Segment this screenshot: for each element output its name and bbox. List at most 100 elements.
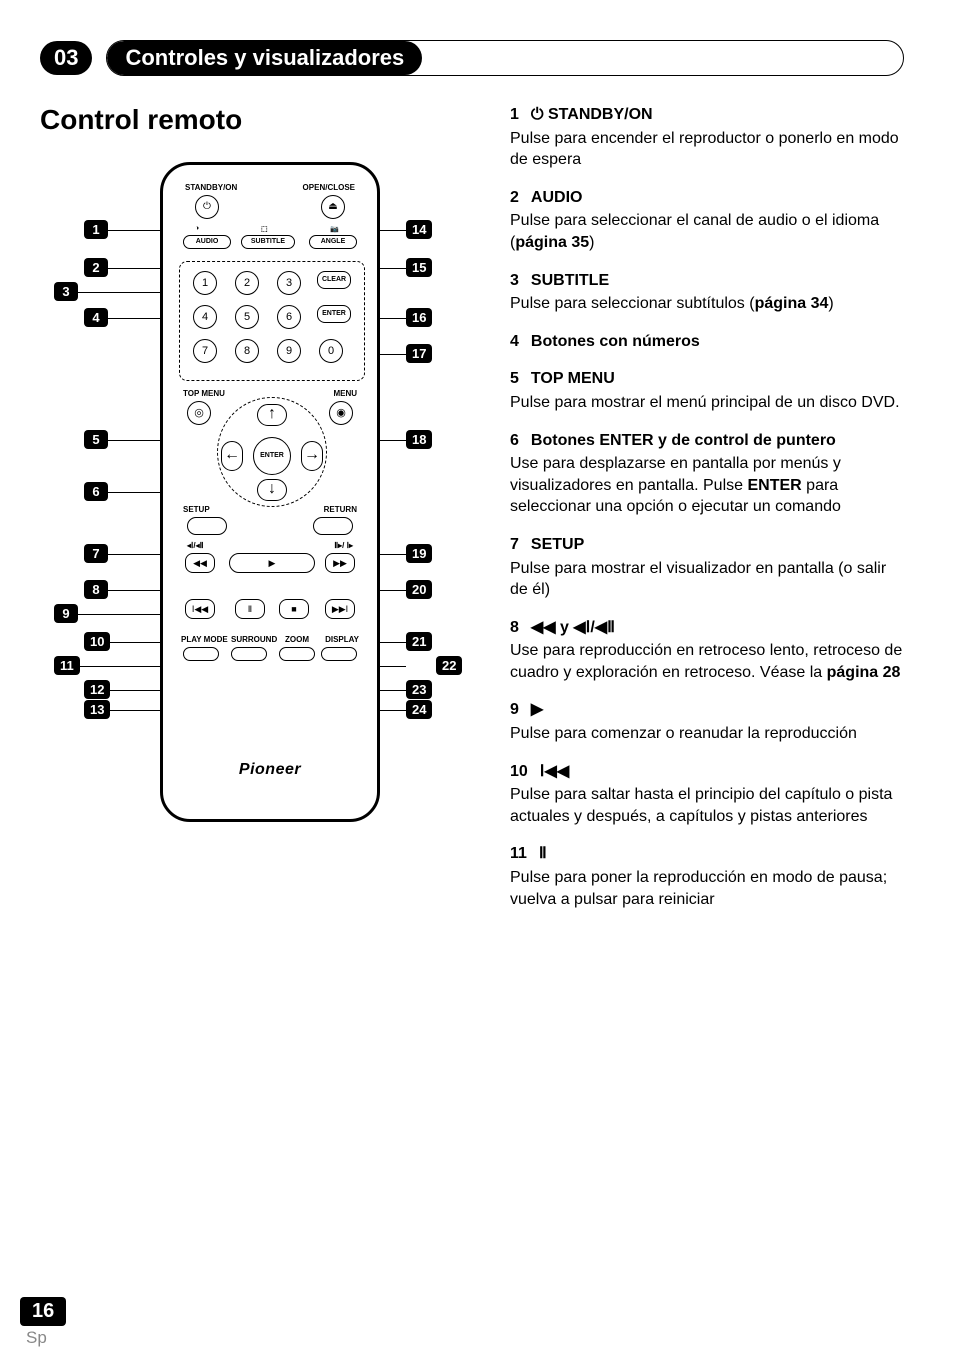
label-zoom: ZOOM bbox=[285, 635, 309, 644]
marker-4: 4 bbox=[84, 308, 108, 327]
desc-body: Pulse para seleccionar subtítulos (págin… bbox=[510, 293, 904, 315]
label-surround: SURROUND bbox=[231, 635, 277, 644]
btn-return bbox=[313, 517, 353, 535]
page-header: 03 Controles y visualizadores bbox=[40, 40, 904, 76]
desc-body: Pulse para poner la reproducción en modo… bbox=[510, 867, 904, 910]
left-column: Control remoto 12345678910111213 1415161… bbox=[40, 104, 480, 926]
btn-num-2: 2 bbox=[235, 271, 259, 295]
btn-num-9: 9 bbox=[277, 339, 301, 363]
desc-body: Pulse para comenzar o reanudar la reprod… bbox=[510, 723, 904, 745]
marker-15: 15 bbox=[406, 258, 432, 277]
marker-23: 23 bbox=[406, 680, 432, 699]
label-topmenu: TOP MENU bbox=[183, 389, 225, 398]
desc-item-4: 4Botones con números bbox=[510, 331, 904, 353]
marker-20: 20 bbox=[406, 580, 432, 599]
btn-num-5: 5 bbox=[235, 305, 259, 329]
icon-audio: ◑ bbox=[195, 225, 199, 232]
marker-9: 9 bbox=[54, 604, 78, 623]
marker-7: 7 bbox=[84, 544, 108, 563]
btn-clear: CLEAR bbox=[317, 271, 351, 289]
marker-24: 24 bbox=[406, 700, 432, 719]
label-fwdstep: Ⅱ▸/ Ⅰ▸ bbox=[334, 541, 353, 550]
desc-item-11: 11ⅡPulse para poner la reproducción en m… bbox=[510, 843, 904, 910]
label-display: DISPLAY bbox=[325, 635, 359, 644]
desc-item-7: 7SETUPPulse para mostrar el visualizador… bbox=[510, 534, 904, 601]
btn-topmenu: ◎ bbox=[187, 401, 211, 425]
btn-next: ▶▶I bbox=[325, 599, 355, 619]
btn-playmode bbox=[183, 647, 219, 661]
label-openclose: OPEN/CLOSE bbox=[303, 183, 355, 192]
btn-pause: Ⅱ bbox=[235, 599, 265, 619]
icon-angle: 📷 bbox=[330, 225, 339, 233]
marker-12: 12 bbox=[84, 680, 110, 699]
btn-ff: ▶▶ bbox=[325, 553, 355, 573]
desc-head: 6Botones ENTER y de control de puntero bbox=[510, 430, 904, 452]
marker-5: 5 bbox=[84, 430, 108, 449]
remote-body: STANDBY/ON OPEN/CLOSE ⏻ ⏏ ◑ ⬚ 📷 AUDIO SU… bbox=[160, 162, 380, 822]
btn-num-0: 0 bbox=[319, 339, 343, 363]
icon-subtitle: ⬚ bbox=[261, 225, 268, 233]
desc-head: 4Botones con números bbox=[510, 331, 904, 353]
desc-item-10: 10Ⅰ◀◀Pulse para saltar hasta el principi… bbox=[510, 761, 904, 828]
btn-zoom bbox=[279, 647, 315, 661]
btn-display bbox=[321, 647, 357, 661]
btn-menu: ◉ bbox=[329, 401, 353, 425]
marker-2: 2 bbox=[84, 258, 108, 277]
desc-body: Pulse para mostrar el visualizador en pa… bbox=[510, 558, 904, 601]
btn-surround bbox=[231, 647, 267, 661]
marker-16: 16 bbox=[406, 308, 432, 327]
desc-head: 5TOP MENU bbox=[510, 368, 904, 390]
right-column: 1⏻ STANDBY/ONPulse para encender el repr… bbox=[510, 104, 904, 926]
language-code: Sp bbox=[26, 1328, 47, 1348]
label-standby: STANDBY/ON bbox=[185, 183, 237, 192]
btn-down: ↓ bbox=[257, 479, 287, 501]
desc-item-1: 1⏻ STANDBY/ONPulse para encender el repr… bbox=[510, 104, 904, 171]
desc-item-8: 8◀◀ y ◀Ⅰ/◀ⅡUse para reproducción en retr… bbox=[510, 617, 904, 684]
btn-standby: ⏻ bbox=[195, 195, 219, 219]
desc-item-5: 5TOP MENUPulse para mostrar el menú prin… bbox=[510, 368, 904, 413]
btn-openclose: ⏏ bbox=[321, 195, 345, 219]
desc-head: 8◀◀ y ◀Ⅰ/◀Ⅱ bbox=[510, 617, 904, 639]
btn-enter-small: ENTER bbox=[317, 305, 351, 323]
desc-item-2: 2AUDIOPulse para seleccionar el canal de… bbox=[510, 187, 904, 254]
desc-body: Pulse para saltar hasta el principio del… bbox=[510, 784, 904, 827]
btn-num-8: 8 bbox=[235, 339, 259, 363]
desc-body: Pulse para seleccionar el canal de audio… bbox=[510, 210, 904, 253]
marker-6: 6 bbox=[84, 482, 108, 501]
marker-3: 3 bbox=[54, 282, 78, 301]
btn-up: ↑ bbox=[257, 404, 287, 426]
btn-num-4: 4 bbox=[193, 305, 217, 329]
chapter-number-badge: 03 bbox=[40, 41, 92, 75]
section-title: Control remoto bbox=[40, 104, 480, 136]
btn-play: ▶ bbox=[229, 553, 315, 573]
btn-num-1: 1 bbox=[193, 271, 217, 295]
remote-diagram: 12345678910111213 1415161718192021222324… bbox=[80, 162, 460, 862]
marker-13: 13 bbox=[84, 700, 110, 719]
marker-17: 17 bbox=[406, 344, 432, 363]
marker-22: 22 bbox=[436, 656, 462, 675]
label-setup: SETUP bbox=[183, 505, 210, 514]
btn-stop: ■ bbox=[279, 599, 309, 619]
marker-10: 10 bbox=[84, 632, 110, 651]
btn-prev: I◀◀ bbox=[185, 599, 215, 619]
brand-logo: Pioneer bbox=[163, 761, 377, 779]
label-revstep: ◂Ⅰ/◂Ⅱ bbox=[187, 541, 204, 550]
desc-item-3: 3SUBTITLEPulse para seleccionar subtítul… bbox=[510, 270, 904, 315]
btn-enter: ENTER bbox=[253, 437, 291, 475]
marker-11: 11 bbox=[54, 656, 80, 675]
btn-num-7: 7 bbox=[193, 339, 217, 363]
desc-head: 2AUDIO bbox=[510, 187, 904, 209]
desc-head: 1⏻ STANDBY/ON bbox=[510, 104, 904, 126]
btn-angle: ANGLE bbox=[309, 235, 357, 249]
btn-right: → bbox=[301, 441, 323, 471]
desc-item-9: 9▶Pulse para comenzar o reanudar la repr… bbox=[510, 699, 904, 744]
chapter-title-bar: Controles y visualizadores bbox=[106, 40, 904, 76]
page-number-badge: 16 bbox=[20, 1297, 66, 1326]
btn-num-3: 3 bbox=[277, 271, 301, 295]
desc-body: Use para reproducción en retroceso lento… bbox=[510, 640, 904, 683]
marker-19: 19 bbox=[406, 544, 432, 563]
desc-head: 7SETUP bbox=[510, 534, 904, 556]
btn-setup bbox=[187, 517, 227, 535]
desc-head: 10Ⅰ◀◀ bbox=[510, 761, 904, 783]
marker-8: 8 bbox=[84, 580, 108, 599]
